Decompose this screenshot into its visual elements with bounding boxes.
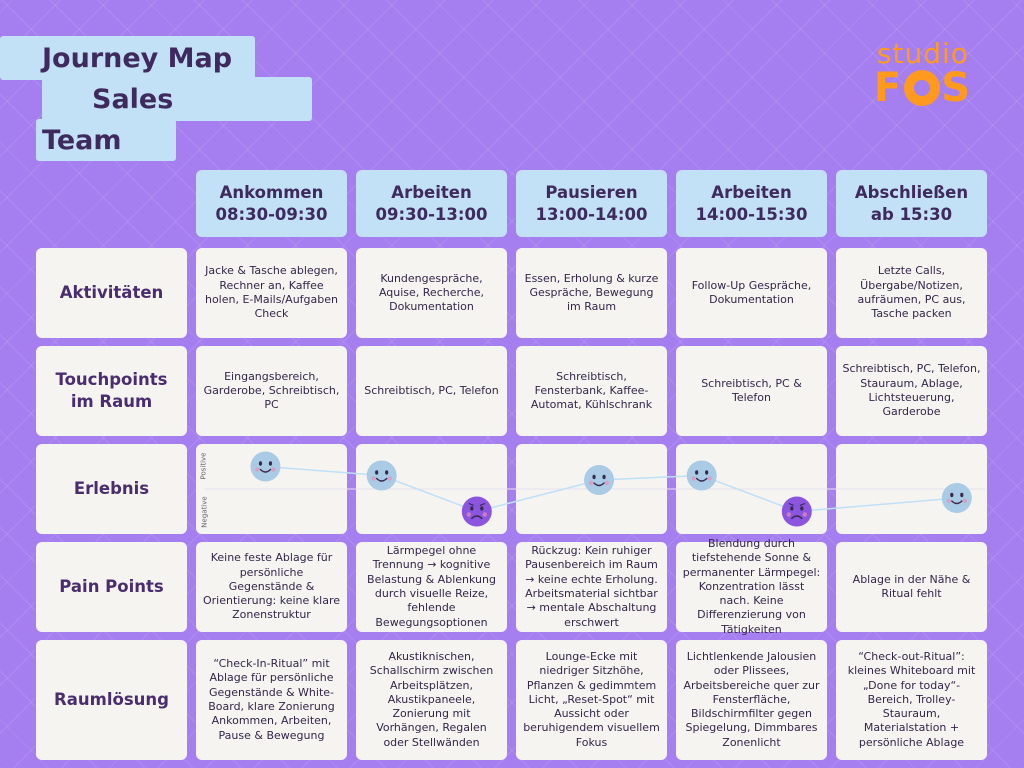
pain-point-cell: Ablage in der Nähe & Ritual fehlt — [836, 542, 987, 632]
row-label-activities: Aktivitäten — [36, 248, 187, 338]
solution-cell: Lichtlenkende Jalousien oder Plissees, A… — [676, 640, 827, 760]
row-label-pain-points: Pain Points — [36, 542, 187, 632]
phase-time: ab 15:30 — [870, 204, 953, 224]
experience-cell — [356, 444, 507, 534]
logo-ring — [904, 70, 941, 106]
activity-cell: Essen, Erholung & kurze Gespräche, Beweg… — [516, 248, 667, 338]
phase-name: Abschließen — [854, 183, 969, 203]
pain-point-cell: Rückzug: Kein ruhiger Pausenbereich im R… — [516, 542, 667, 632]
row-label-experience: Erlebnis — [36, 444, 187, 534]
touchpoint-cell: Eingangsbereich, Garderobe, Schreibtisch… — [196, 346, 347, 436]
activity-cell: Jacke & Tasche ablegen, Rechner an, Kaff… — [196, 248, 347, 338]
touchpoint-cell: Schreibtisch, PC, Telefon — [356, 346, 507, 436]
phase-header-1: Ankommen 08:30-09:30 — [196, 170, 347, 237]
experience-cell — [516, 444, 667, 534]
phase-name: Arbeiten — [711, 183, 792, 203]
phase-time: 08:30-09:30 — [215, 204, 328, 224]
row-label-solutions: Raumlösung — [36, 640, 187, 760]
activity-cell: Kundengespräche, Aquise, Recherche, Doku… — [356, 248, 507, 338]
touchpoint-cell: Schreibtisch, PC & Telefon — [676, 346, 827, 436]
phase-name: Arbeiten — [391, 183, 472, 203]
phase-time: 09:30-13:00 — [375, 204, 488, 224]
title-line-3: Team — [36, 119, 176, 161]
experience-cell — [196, 444, 347, 534]
logo-line-1: studio — [876, 37, 969, 70]
logo-letter-f: F — [873, 65, 904, 111]
pain-point-cell: Keine feste Ablage für persönliche Gegen… — [196, 542, 347, 632]
experience-cell — [836, 444, 987, 534]
pain-point-cell: Blendung durch tiefstehende Sonne & perm… — [676, 537, 827, 636]
phase-name: Pausieren — [545, 183, 638, 203]
solution-cell: Akustiknischen, Schallschirm zwischen Ar… — [356, 640, 507, 760]
logo-line-2: F S — [874, 68, 972, 108]
phase-header-2: Arbeiten 09:30-13:00 — [356, 170, 507, 237]
axis-label-negative: Negative — [200, 496, 209, 528]
row-label-touchpoints: Touchpoints im Raum — [36, 346, 187, 436]
activity-cell: Follow-Up Gespräche, Dokumentation — [676, 248, 827, 338]
title-line-1: Journey Map — [0, 36, 255, 80]
phase-time: 13:00-14:00 — [535, 204, 648, 224]
title-line-2: Sales — [42, 77, 312, 121]
phase-name: Ankommen — [219, 183, 324, 203]
phase-time: 14:00-15:30 — [695, 204, 808, 224]
phase-header-4: Arbeiten 14:00-15:30 — [676, 170, 827, 237]
pain-point-cell: Lärmpegel ohne Trennung → kognitive Bela… — [356, 542, 507, 632]
phase-header-5: Abschließen ab 15:30 — [836, 170, 987, 237]
activity-cell: Letzte Calls, Übergabe/Notizen, aufräume… — [836, 248, 987, 338]
solution-cell: Lounge-Ecke mit niedriger Sitzhöhe, Pfla… — [516, 640, 667, 760]
solution-cell: “Check-In-Ritual” mit Ablage für persönl… — [196, 640, 347, 760]
touchpoint-cell: Schreibtisch, PC, Telefon, Stauraum, Abl… — [836, 346, 987, 436]
axis-label-positive: Positive — [199, 452, 208, 480]
solution-cell: “Check-out-Ritual”: kleines Whiteboard m… — [836, 640, 987, 760]
phase-header-3: Pausieren 13:00-14:00 — [516, 170, 667, 237]
studio-fos-logo: studio F S — [874, 37, 972, 109]
logo-letter-s: S — [941, 65, 972, 111]
experience-cell — [676, 444, 827, 534]
touchpoint-cell: Schreibtisch, Fensterbank, Kaffee-Automa… — [516, 346, 667, 436]
